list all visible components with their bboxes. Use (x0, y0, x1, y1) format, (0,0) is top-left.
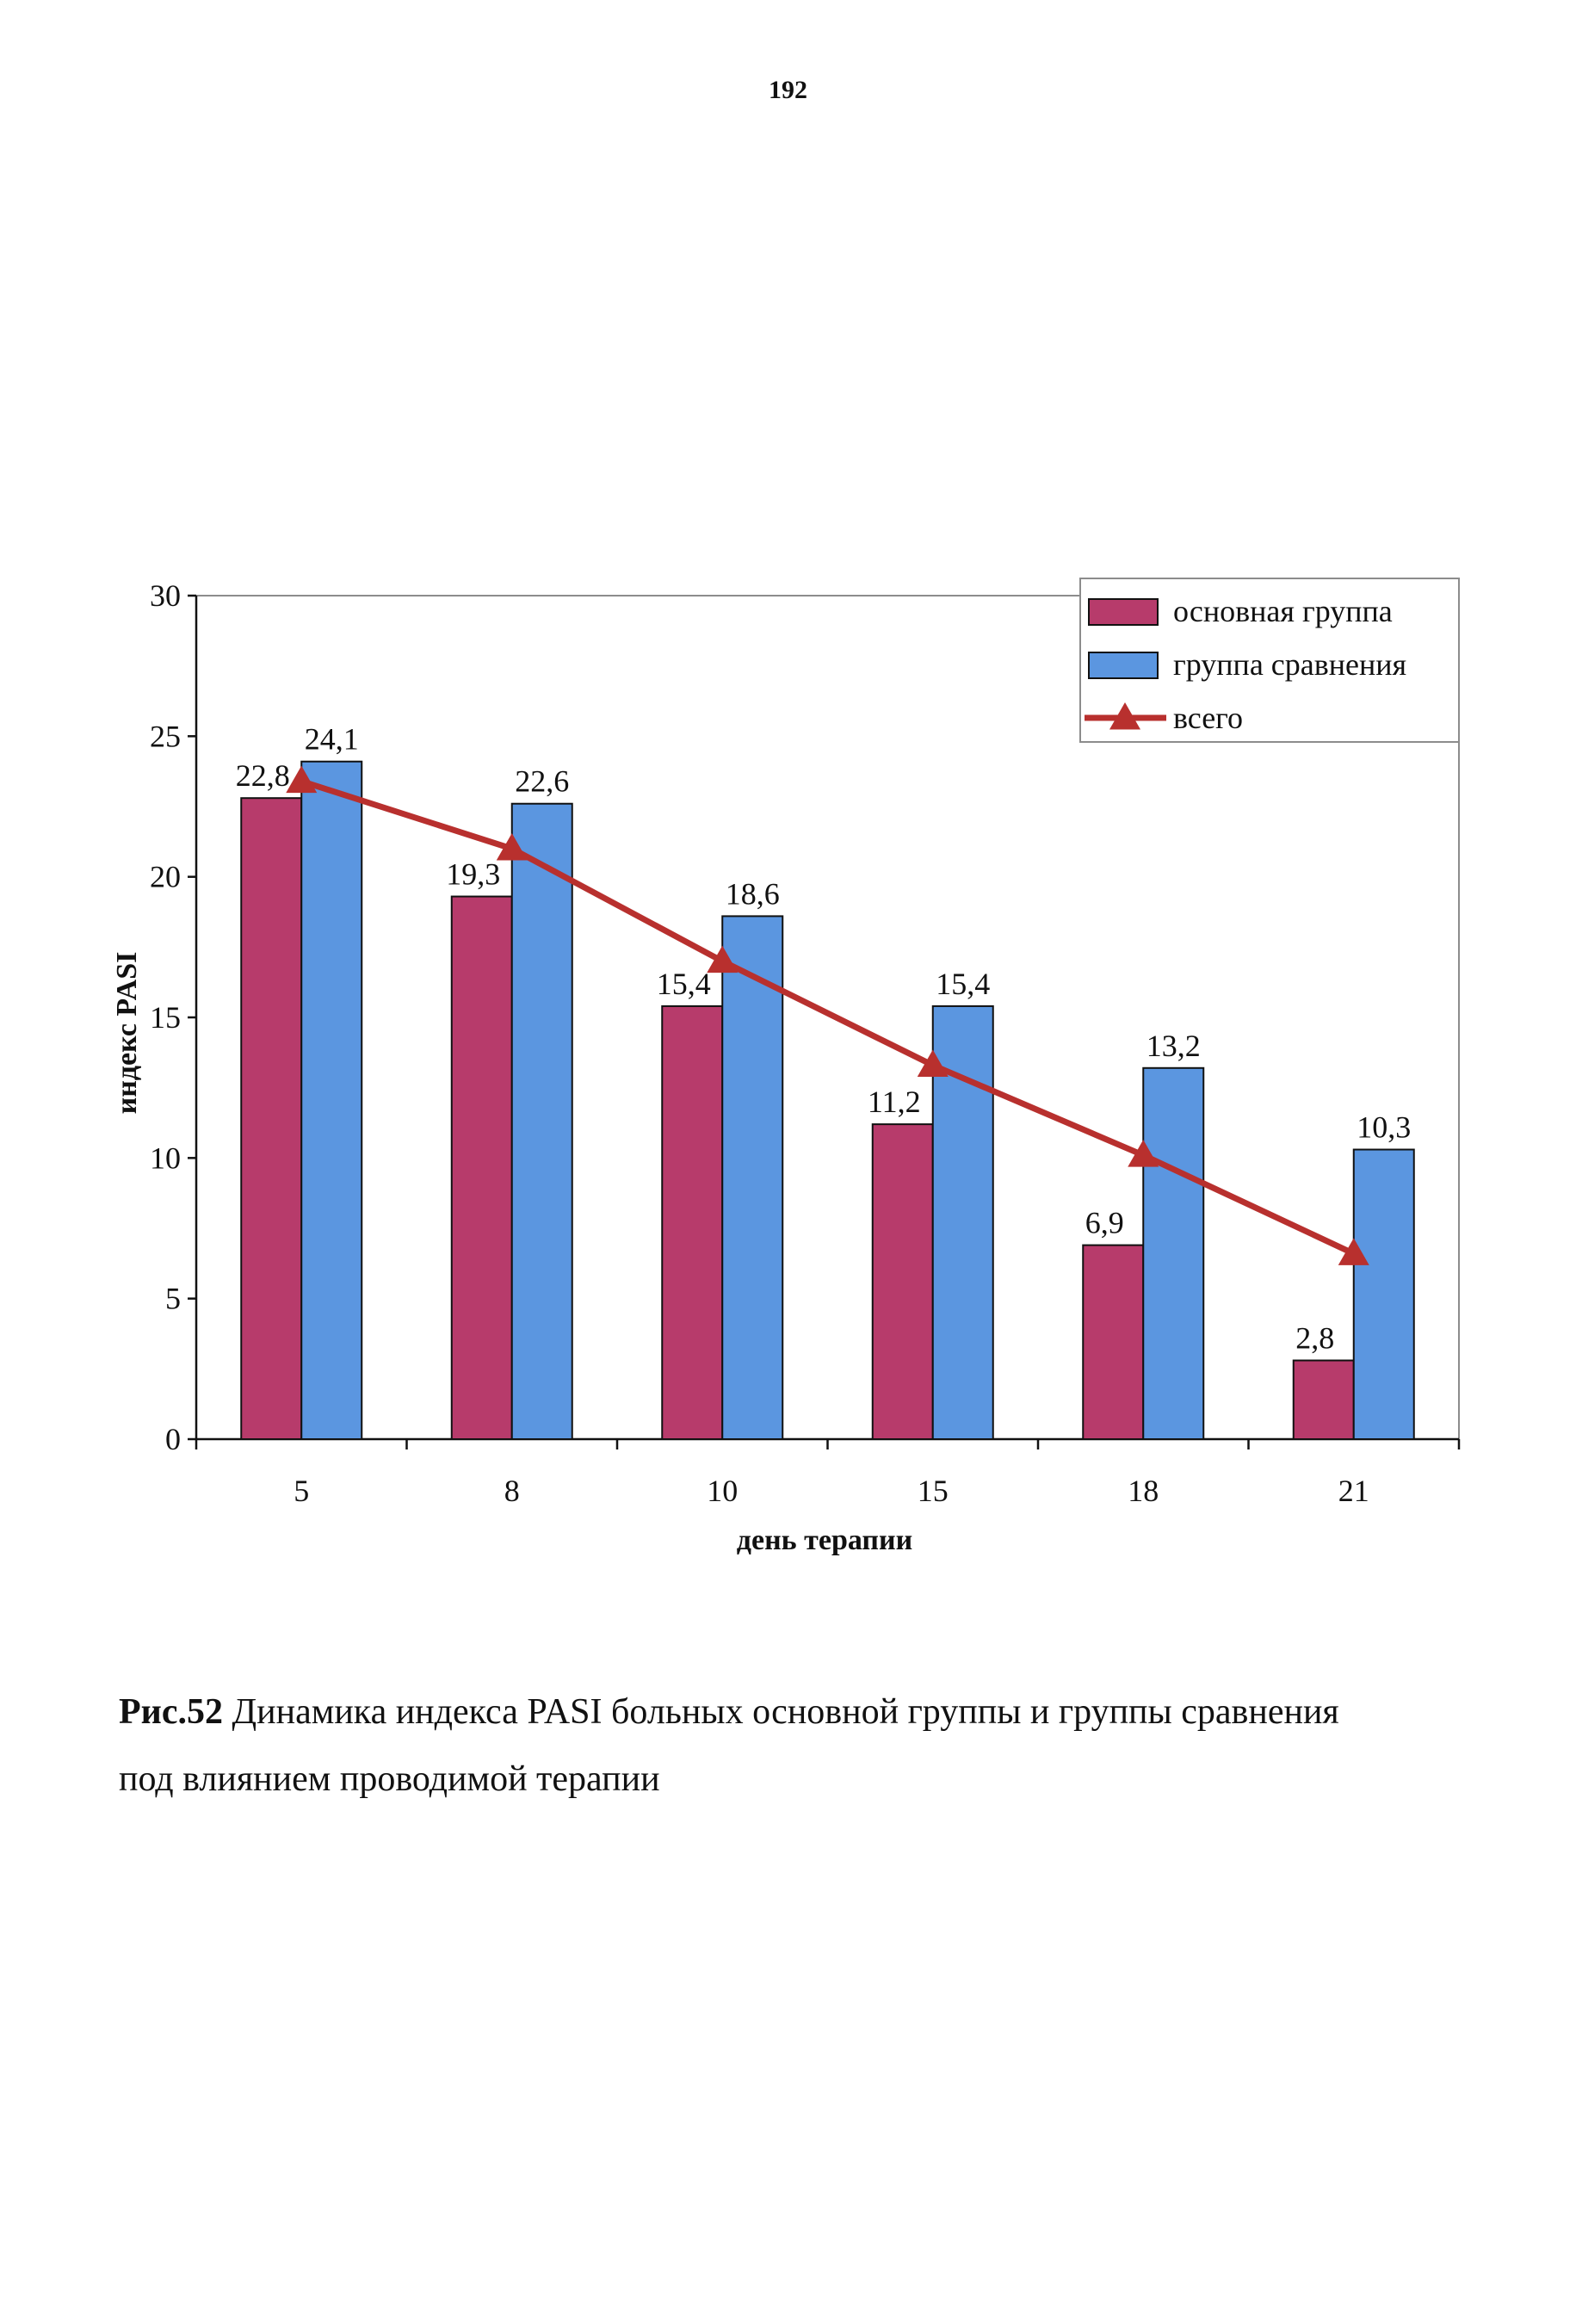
y-axis-title: индекс PASI (111, 952, 143, 1115)
figure-number: Рис.52 (119, 1692, 223, 1732)
x-tick-label: 18 (1128, 1474, 1159, 1508)
bar (661, 1004, 724, 1441)
line-marker (286, 765, 318, 794)
legend-label: всего (1173, 701, 1243, 735)
bar (871, 1123, 934, 1440)
line-marker (496, 833, 528, 861)
line-marker (707, 945, 739, 973)
bar (1292, 1359, 1355, 1440)
pasi-chart: 0 5 10 15 20 25 30 5 8 10 15 18 21 22,8 19,3 15,4 11,2… (111, 578, 1461, 1556)
x-axis-title: день терапии (737, 1524, 912, 1556)
legend: основная группа группа сравнения всего (1079, 578, 1460, 743)
data-label: 22,6 (515, 764, 569, 799)
y-tick-label: 10 (150, 1140, 181, 1175)
y-axis: 0 5 10 15 20 25 30 (150, 578, 198, 1456)
legend-label: группа сравнения (1173, 647, 1406, 682)
y-tick-label: 15 (150, 1000, 181, 1035)
caption-line2: под влиянием проводимой терапии (119, 1759, 660, 1799)
x-tick-label: 10 (707, 1474, 738, 1508)
bar (300, 760, 363, 1440)
series-line (300, 778, 1356, 1257)
data-label: 15,4 (657, 967, 711, 1001)
bar (1142, 1066, 1205, 1441)
y-tick-label: 30 (150, 578, 181, 613)
x-tick-label: 21 (1338, 1474, 1369, 1508)
data-label: 15,4 (936, 967, 990, 1001)
y-tick-label: 20 (150, 860, 181, 894)
caption-line1: Динамика индекса PASI больных основной г… (223, 1692, 1339, 1732)
line-marker (917, 1049, 949, 1078)
line-series (286, 765, 1369, 1265)
y-tick-label: 5 (165, 1282, 181, 1316)
data-label: 2,8 (1295, 1321, 1334, 1356)
bar (240, 797, 303, 1440)
data-label: 24,1 (305, 722, 359, 757)
bar (450, 895, 513, 1440)
figure-caption: Рис.52 Динамика индекса PASI больных осн… (119, 1678, 1530, 1813)
page-number: 192 (769, 76, 807, 104)
y-tick-label: 25 (150, 719, 181, 753)
data-label: 13,2 (1146, 1029, 1201, 1063)
legend-swatch (1088, 598, 1159, 626)
legend-marker (1109, 702, 1140, 730)
data-labels: 22,8 19,3 15,4 11,2 6,9 2,8 24,1 22,6 18,6 15,4 13… (236, 722, 1412, 1356)
x-tick-label: 5 (294, 1474, 309, 1508)
legend-label: основная группа (1173, 594, 1393, 628)
line-marker (1338, 1238, 1369, 1265)
data-label: 19,3 (446, 857, 500, 892)
data-label: 22,8 (236, 758, 290, 793)
data-label: 10,3 (1357, 1110, 1411, 1145)
x-tick-label: 15 (918, 1474, 949, 1508)
bar (1082, 1244, 1145, 1440)
line-marker (1128, 1140, 1159, 1167)
bar (1352, 1148, 1415, 1440)
bar (510, 802, 573, 1440)
bar (721, 915, 784, 1440)
data-label: 6,9 (1085, 1206, 1124, 1240)
legend-swatch (1088, 652, 1159, 679)
data-label: 11,2 (868, 1085, 921, 1119)
y-tick-label: 0 (165, 1422, 181, 1456)
bars (240, 760, 1415, 1441)
data-label: 18,6 (726, 876, 780, 911)
x-axis: 5 8 10 15 18 21 (195, 1437, 1461, 1508)
x-tick-label: 8 (504, 1474, 520, 1508)
